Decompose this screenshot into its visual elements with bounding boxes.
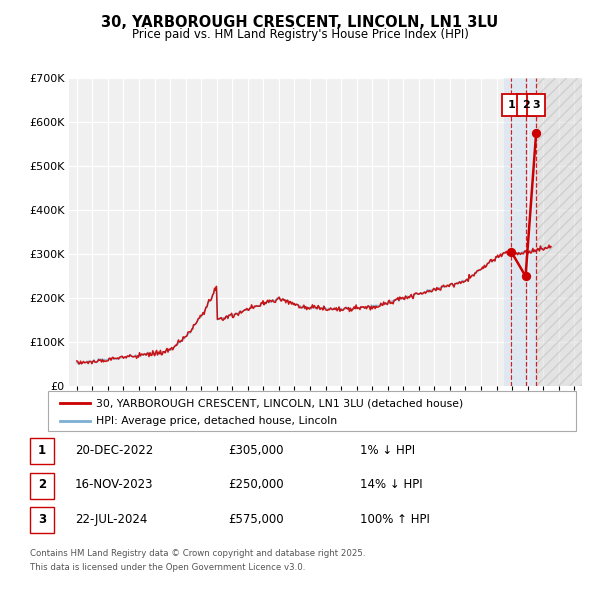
Text: 14% ↓ HPI: 14% ↓ HPI — [360, 478, 422, 491]
Point — [532, 128, 541, 137]
Text: £575,000: £575,000 — [228, 513, 284, 526]
Text: 3: 3 — [532, 100, 540, 110]
Text: 1: 1 — [508, 100, 515, 110]
Text: 1: 1 — [38, 444, 46, 457]
Text: Contains HM Land Registry data © Crown copyright and database right 2025.: Contains HM Land Registry data © Crown c… — [30, 549, 365, 558]
Text: 22-JUL-2024: 22-JUL-2024 — [75, 513, 148, 526]
Text: 16-NOV-2023: 16-NOV-2023 — [75, 478, 154, 491]
Bar — [537, 78, 582, 386]
Text: 20-DEC-2022: 20-DEC-2022 — [75, 444, 153, 457]
Point — [506, 247, 516, 257]
Text: 2: 2 — [521, 100, 529, 110]
Text: This data is licensed under the Open Government Licence v3.0.: This data is licensed under the Open Gov… — [30, 563, 305, 572]
Text: HPI: Average price, detached house, Lincoln: HPI: Average price, detached house, Linc… — [96, 416, 337, 425]
Text: 2: 2 — [38, 478, 46, 491]
Text: 1% ↓ HPI: 1% ↓ HPI — [360, 444, 415, 457]
Text: £305,000: £305,000 — [228, 444, 284, 457]
Text: 30, YARBOROUGH CRESCENT, LINCOLN, LN1 3LU (detached house): 30, YARBOROUGH CRESCENT, LINCOLN, LN1 3L… — [96, 398, 463, 408]
Text: 100% ↑ HPI: 100% ↑ HPI — [360, 513, 430, 526]
Bar — [504, 78, 537, 386]
Text: 3: 3 — [38, 513, 46, 526]
Point — [521, 271, 530, 281]
Text: Price paid vs. HM Land Registry's House Price Index (HPI): Price paid vs. HM Land Registry's House … — [131, 28, 469, 41]
Text: 30, YARBOROUGH CRESCENT, LINCOLN, LN1 3LU: 30, YARBOROUGH CRESCENT, LINCOLN, LN1 3L… — [101, 15, 499, 30]
Text: £250,000: £250,000 — [228, 478, 284, 491]
